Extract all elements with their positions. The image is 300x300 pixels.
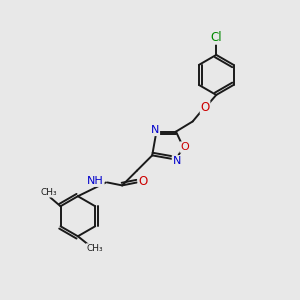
Text: O: O — [138, 175, 147, 188]
Text: NH: NH — [87, 176, 104, 186]
Text: N: N — [151, 125, 159, 135]
Text: Cl: Cl — [210, 31, 222, 44]
Text: N: N — [172, 156, 181, 166]
Text: CH₃: CH₃ — [86, 244, 103, 253]
Text: O: O — [200, 101, 210, 114]
Text: CH₃: CH₃ — [40, 188, 57, 197]
Text: O: O — [180, 142, 189, 152]
